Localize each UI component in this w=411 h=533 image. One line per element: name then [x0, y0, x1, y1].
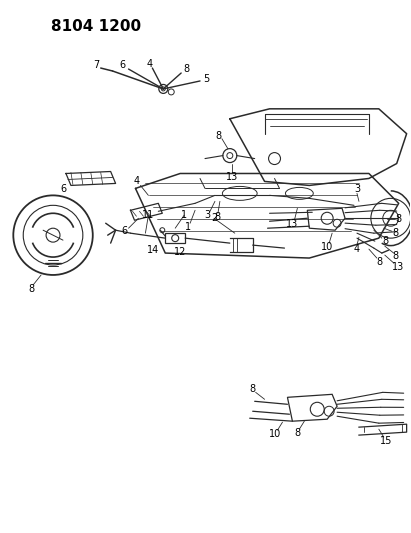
- Text: 8: 8: [393, 251, 399, 261]
- Text: 1: 1: [181, 210, 187, 220]
- Text: 13: 13: [226, 173, 238, 182]
- Text: 8104 1200: 8104 1200: [51, 19, 141, 34]
- Text: 10: 10: [269, 429, 282, 439]
- Text: 11: 11: [142, 210, 155, 220]
- Text: 4: 4: [134, 176, 139, 187]
- Text: 10: 10: [321, 242, 333, 252]
- Text: 6: 6: [122, 226, 127, 236]
- Text: 6: 6: [120, 60, 126, 70]
- Text: 4: 4: [146, 59, 152, 69]
- Text: 14: 14: [147, 245, 159, 255]
- Text: 13: 13: [392, 262, 404, 272]
- Text: 8: 8: [216, 131, 222, 141]
- Text: 8: 8: [377, 257, 383, 267]
- Text: 15: 15: [380, 436, 392, 446]
- Text: 3: 3: [354, 184, 360, 195]
- Text: 3: 3: [204, 210, 210, 220]
- Text: 4: 4: [354, 244, 360, 254]
- Text: 8: 8: [249, 384, 256, 394]
- Text: 13: 13: [286, 219, 298, 229]
- Text: 6: 6: [60, 184, 66, 195]
- Text: 12: 12: [174, 247, 186, 257]
- Text: 2: 2: [211, 213, 217, 223]
- Text: 8: 8: [383, 236, 389, 246]
- Text: 1: 1: [185, 222, 191, 232]
- Text: 8: 8: [393, 228, 399, 238]
- Text: 8: 8: [215, 212, 221, 222]
- Text: 8: 8: [28, 284, 34, 294]
- Text: 8: 8: [396, 214, 402, 224]
- Text: 5: 5: [203, 74, 209, 84]
- Text: 7: 7: [94, 60, 100, 70]
- Text: 8: 8: [294, 428, 300, 438]
- Text: 8: 8: [183, 64, 189, 74]
